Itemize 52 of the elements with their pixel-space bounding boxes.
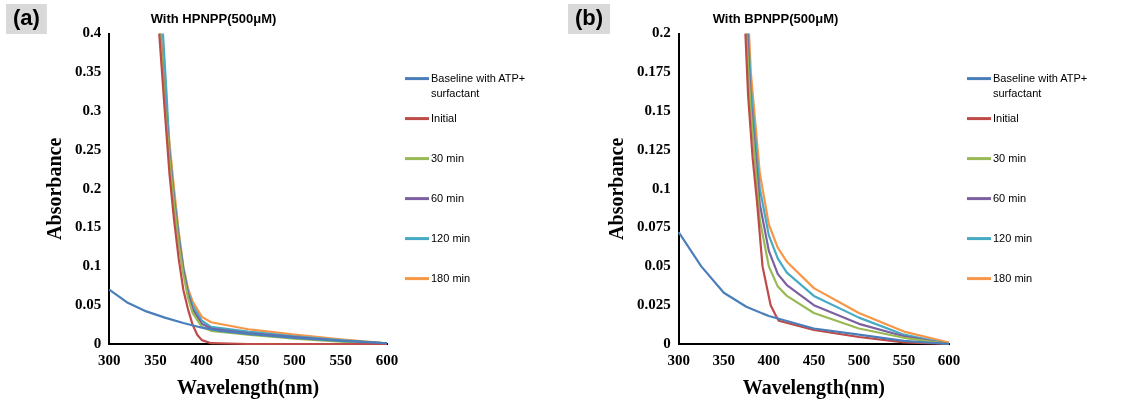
x-tick-label: 350 [144, 351, 167, 368]
legend-label: Baseline with ATP+ surfactant [993, 71, 1088, 99]
legend-label: 120 min [993, 231, 1033, 244]
x-tick-label: 300 [98, 351, 121, 368]
x-tick-label: 500 [283, 351, 306, 368]
y-tick-label: 0.05 [644, 257, 671, 274]
x-tick-label: 450 [802, 351, 826, 368]
legend-label: Initial [993, 111, 1019, 124]
legend-label: 180 min [431, 271, 471, 284]
legend-label: 30 min [993, 151, 1027, 164]
chart-title: With BPNPP(500μM) [712, 11, 839, 27]
chart-title: With HPNPP(500μM) [150, 11, 277, 27]
legend-label: 60 min [993, 191, 1027, 204]
x-tick-label: 550 [329, 351, 352, 368]
y-tick-label: 0.2 [82, 179, 102, 196]
text: (a) [13, 5, 40, 31]
y-tick-label: 0.15 [75, 218, 102, 235]
x-tick-label: 600 [375, 351, 399, 368]
y-tick-label: 0 [663, 334, 671, 351]
y-tick-label: 0.175 [637, 63, 671, 80]
x-tick-label: 400 [190, 351, 214, 368]
y-tick-label: 0.35 [75, 63, 102, 80]
x-axis-title: Wavelength(nm) [742, 376, 885, 400]
y-tick-label: 0 [93, 334, 102, 351]
legend-label: Initial [431, 111, 457, 124]
legend-label: 180 min [993, 271, 1033, 284]
y-axis-title: Absorbance [605, 137, 628, 240]
y-axis-title: Absorbance [43, 137, 66, 240]
x-tick-label: 350 [712, 351, 736, 368]
y-tick-label: 0.025 [637, 296, 671, 313]
x-tick-label: 300 [667, 351, 690, 368]
legend-label: Baseline with ATP+ surfactant [431, 71, 526, 99]
text: (b) [575, 5, 604, 31]
legend-label: 120 min [431, 231, 471, 244]
x-tick-label: 450 [236, 351, 260, 368]
x-axis-title: Wavelength(nm) [177, 376, 320, 400]
y-tick-label: 0.05 [75, 296, 102, 313]
legend-label: 30 min [431, 151, 465, 164]
x-tick-label: 600 [937, 351, 961, 368]
y-tick-label: 0.1 [82, 257, 102, 274]
y-tick-label: 0.125 [637, 140, 671, 157]
y-tick-label: 0.25 [75, 140, 102, 157]
x-tick-label: 550 [892, 351, 916, 368]
y-tick-label: 0.2 [652, 24, 671, 41]
y-tick-label: 0.3 [82, 102, 102, 119]
x-tick-label: 400 [757, 351, 781, 368]
y-tick-label: 0.15 [644, 102, 671, 119]
y-tick-label: 0.075 [637, 218, 671, 235]
x-tick-label: 500 [847, 351, 871, 368]
legend-label: 60 min [431, 191, 465, 204]
y-tick-label: 0.4 [82, 24, 102, 41]
y-tick-label: 0.1 [652, 179, 671, 196]
